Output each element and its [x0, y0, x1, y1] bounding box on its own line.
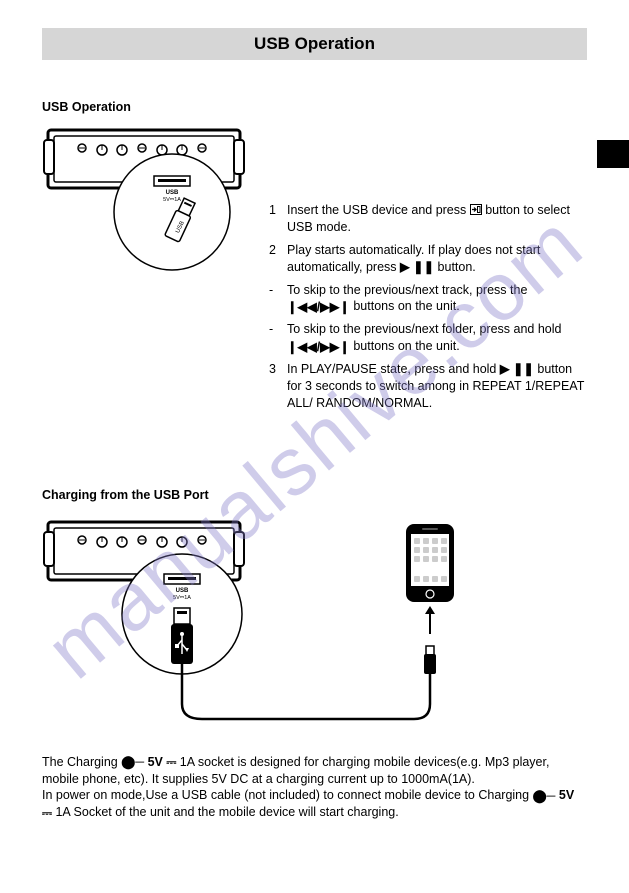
playpause-icon: ▶ ❚❚: [500, 363, 534, 376]
figure-usb-charging: USB 5V⎓1A: [42, 514, 587, 734]
section1-heading: USB Operation: [42, 100, 587, 114]
instr-text: Play starts automatically. If play does …: [287, 242, 587, 276]
svg-text:5V⎓1A: 5V⎓1A: [163, 197, 181, 203]
instr-num: -: [269, 282, 287, 316]
instruction-item: 1 Insert the USB device and press button…: [269, 202, 587, 236]
instr-num: 2: [269, 242, 287, 276]
playpause-icon: ▶ ❚❚: [400, 261, 434, 274]
page-title: USB Operation: [42, 28, 587, 60]
usb-icon: ⬤─: [533, 790, 556, 803]
instr-num: 3: [269, 361, 287, 412]
svg-text:5V⎓1A: 5V⎓1A: [173, 595, 191, 601]
instr-text: To skip to the previous/next track, pres…: [287, 282, 587, 316]
instruction-item: - To skip to the previous/next track, pr…: [269, 282, 587, 316]
instr-text: In PLAY/PAUSE state, press and hold ▶ ❚❚…: [287, 361, 587, 412]
instr-num: -: [269, 321, 287, 355]
figure-usb-insert: USB 5V⎓1A USB: [42, 122, 247, 418]
prevnext-icon: ❙◀◀/▶▶❙: [287, 301, 350, 314]
instruction-item: 2 Play starts automatically. If play doe…: [269, 242, 587, 276]
charging-paragraph: The Charging ⬤─ 5V ⎓ 1A socket is design…: [42, 754, 587, 822]
source-icon: [470, 204, 482, 218]
instruction-item: 3 In PLAY/PAUSE state, press and hold ▶ …: [269, 361, 587, 412]
prevnext-icon: ❙◀◀/▶▶❙: [287, 341, 350, 354]
svg-text:USB: USB: [166, 190, 179, 196]
instr-text: Insert the USB device and press button t…: [287, 202, 587, 236]
instr-num: 1: [269, 202, 287, 236]
instruction-item: - To skip to the previous/next folder, p…: [269, 321, 587, 355]
instr-text: To skip to the previous/next folder, pre…: [287, 321, 587, 355]
usb-icon: ⬤─: [121, 756, 144, 769]
instructions-list: 1 Insert the USB device and press button…: [269, 122, 587, 418]
svg-text:USB: USB: [176, 588, 189, 594]
section2-heading: Charging from the USB Port: [42, 488, 587, 502]
